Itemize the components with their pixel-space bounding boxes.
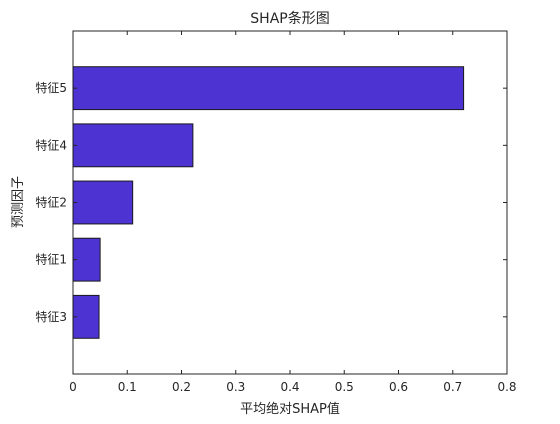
bar-特征4 xyxy=(72,123,194,168)
x-axis-title: 平均绝对SHAP值 xyxy=(240,401,340,417)
x-tick-label: 0.1 xyxy=(118,380,137,394)
y-tick-label: 特征5 xyxy=(35,80,67,95)
x-tick-label: 0.2 xyxy=(172,380,191,394)
bar-特征3 xyxy=(72,294,100,339)
y-tick-label: 特征2 xyxy=(35,195,67,210)
bar-特征2 xyxy=(72,180,134,225)
bars xyxy=(72,66,465,339)
x-tick-label: 0.4 xyxy=(280,380,299,394)
y-tick-label: 特征3 xyxy=(35,309,67,324)
x-tick-label: 0.8 xyxy=(497,380,516,394)
bar-特征5 xyxy=(72,66,465,111)
x-tick-label: 0 xyxy=(69,380,77,394)
y-axis-title: 预测因子 xyxy=(11,176,26,228)
bar-特征1 xyxy=(72,237,101,282)
chart-title: SHAP条形图 xyxy=(250,10,329,27)
axis-ticks: 0 0.1 0.2 0.3 0.4 0.5 0.6 0.7 0.8 特征3 特征1 特征2 特征4 特征5 xyxy=(35,31,517,394)
x-tick-label: 0.3 xyxy=(226,380,245,394)
y-tick-label: 特征1 xyxy=(35,252,67,267)
x-tick-label: 0.5 xyxy=(335,380,354,394)
y-tick-label: 特征4 xyxy=(35,137,67,152)
x-tick-label: 0.6 xyxy=(389,380,408,394)
x-tick-label: 0.7 xyxy=(443,380,462,394)
